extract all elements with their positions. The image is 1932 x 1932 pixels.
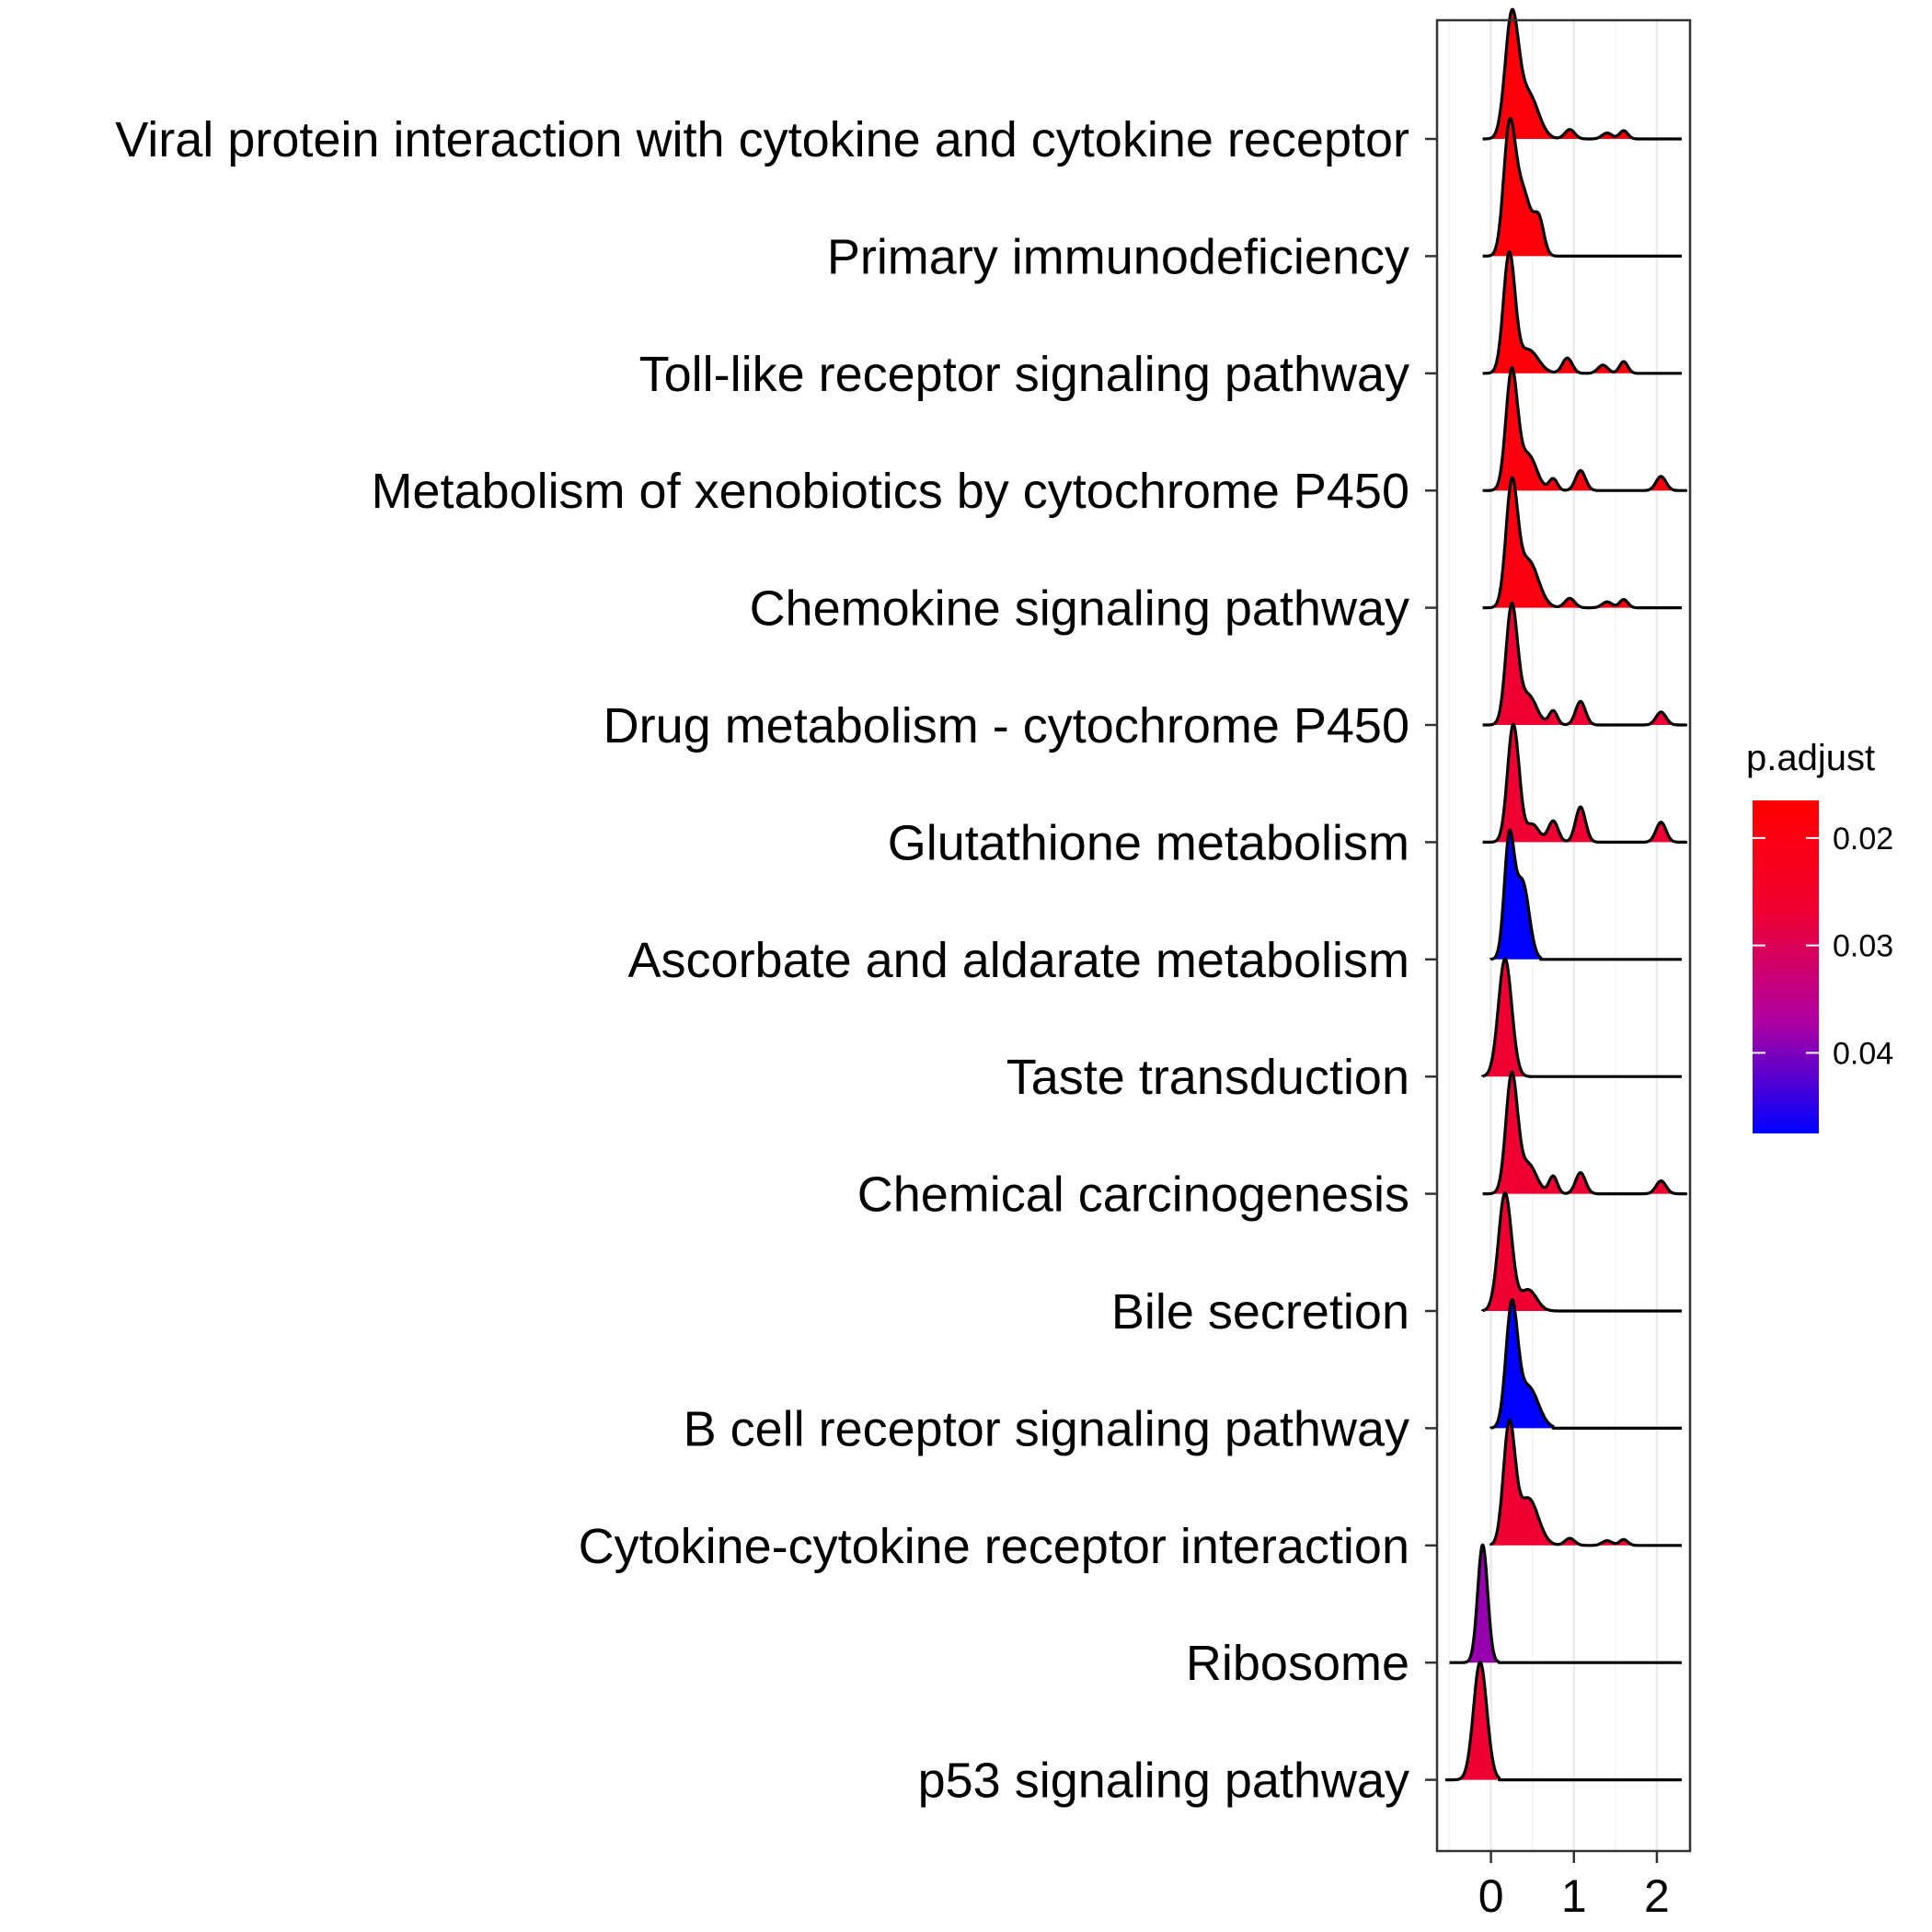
ridge-fill <box>1449 1545 1500 1663</box>
legend: p.adjust 0.02 0.03 0.04 <box>1746 738 1893 1133</box>
x-tick-label: 0 <box>1478 1870 1504 1922</box>
ridge-line <box>1482 366 1688 492</box>
y-tick-label: B cell receptor signaling pathway <box>684 1401 1409 1456</box>
ridge-fill <box>1482 477 1637 608</box>
y-tick-label: Toll-like receptor signaling pathway <box>639 347 1409 402</box>
ridge-fill <box>1482 9 1637 140</box>
ridge-line <box>1481 7 1682 141</box>
ridge-fill <box>1482 1072 1686 1194</box>
ridge-line <box>1481 250 1682 375</box>
ridges <box>1443 7 1688 1782</box>
legend-tick-label: 0.02 <box>1833 822 1893 857</box>
ridge-line <box>1489 1298 1682 1430</box>
ridge-line <box>1489 1418 1682 1547</box>
y-tick-label: Bile secretion <box>1111 1284 1409 1340</box>
y-tick-label: Chemokine signaling pathway <box>750 581 1409 637</box>
ridge-line <box>1481 1190 1682 1313</box>
y-tick-label: Metabolism of xenobiotics by cytochrome … <box>371 464 1409 519</box>
legend-colorbar <box>1753 800 1819 1133</box>
ridge-fill <box>1490 830 1541 960</box>
y-tick-label: Cytokine-cytokine receptor interaction <box>579 1519 1409 1574</box>
y-tick-label: p53 signaling pathway <box>918 1754 1409 1809</box>
y-tick-label: Ascorbate and aldarate metabolism <box>628 933 1409 988</box>
y-tick-label: Primary immunodeficiency <box>827 229 1409 284</box>
ridge-line <box>1481 117 1682 258</box>
ridge-fill <box>1490 1299 1554 1429</box>
ridge-fill <box>1482 603 1686 725</box>
ridge-line <box>1482 1070 1688 1196</box>
ridge-line <box>1443 1661 1682 1782</box>
x-tick-label: 1 <box>1561 1870 1587 1922</box>
y-tick-label: Drug metabolism - cytochrome P450 <box>604 698 1409 753</box>
ridge-line <box>1482 602 1688 727</box>
ridge-fill <box>1490 1420 1637 1546</box>
y-tick-label: Ribosome <box>1186 1636 1409 1691</box>
x-tick-label: 2 <box>1644 1870 1670 1922</box>
ridge-fill <box>1482 959 1537 1077</box>
y-tick-label: Glutathione metabolism <box>888 815 1409 870</box>
y-tick-label: Chemical carcinogenesis <box>857 1167 1409 1223</box>
legend-ticks: 0.02 0.03 0.04 <box>1753 822 1893 1071</box>
plot-background <box>1437 20 1690 1851</box>
y-axis-labels: Viral protein interaction with cytokine … <box>115 112 1437 1809</box>
plot-border <box>1435 18 1692 1853</box>
y-tick-label: Viral protein interaction with cytokine … <box>115 112 1409 167</box>
ridge-fill <box>1482 367 1686 491</box>
ridge-line <box>1448 1543 1682 1664</box>
x-axis: 0 1 2 <box>1478 1851 1670 1922</box>
ridge-fill <box>1445 1662 1500 1780</box>
ridge-fill <box>1482 118 1566 257</box>
legend-tick-label: 0.03 <box>1833 929 1893 964</box>
legend-title: p.adjust <box>1746 738 1875 778</box>
y-tick-label: Taste transduction <box>1006 1050 1409 1105</box>
ridge-line <box>1481 957 1682 1078</box>
ridge-line <box>1481 476 1682 610</box>
legend-tick-label: 0.04 <box>1833 1036 1893 1071</box>
ridge-line <box>1482 722 1688 844</box>
ridge-line <box>1489 828 1682 961</box>
